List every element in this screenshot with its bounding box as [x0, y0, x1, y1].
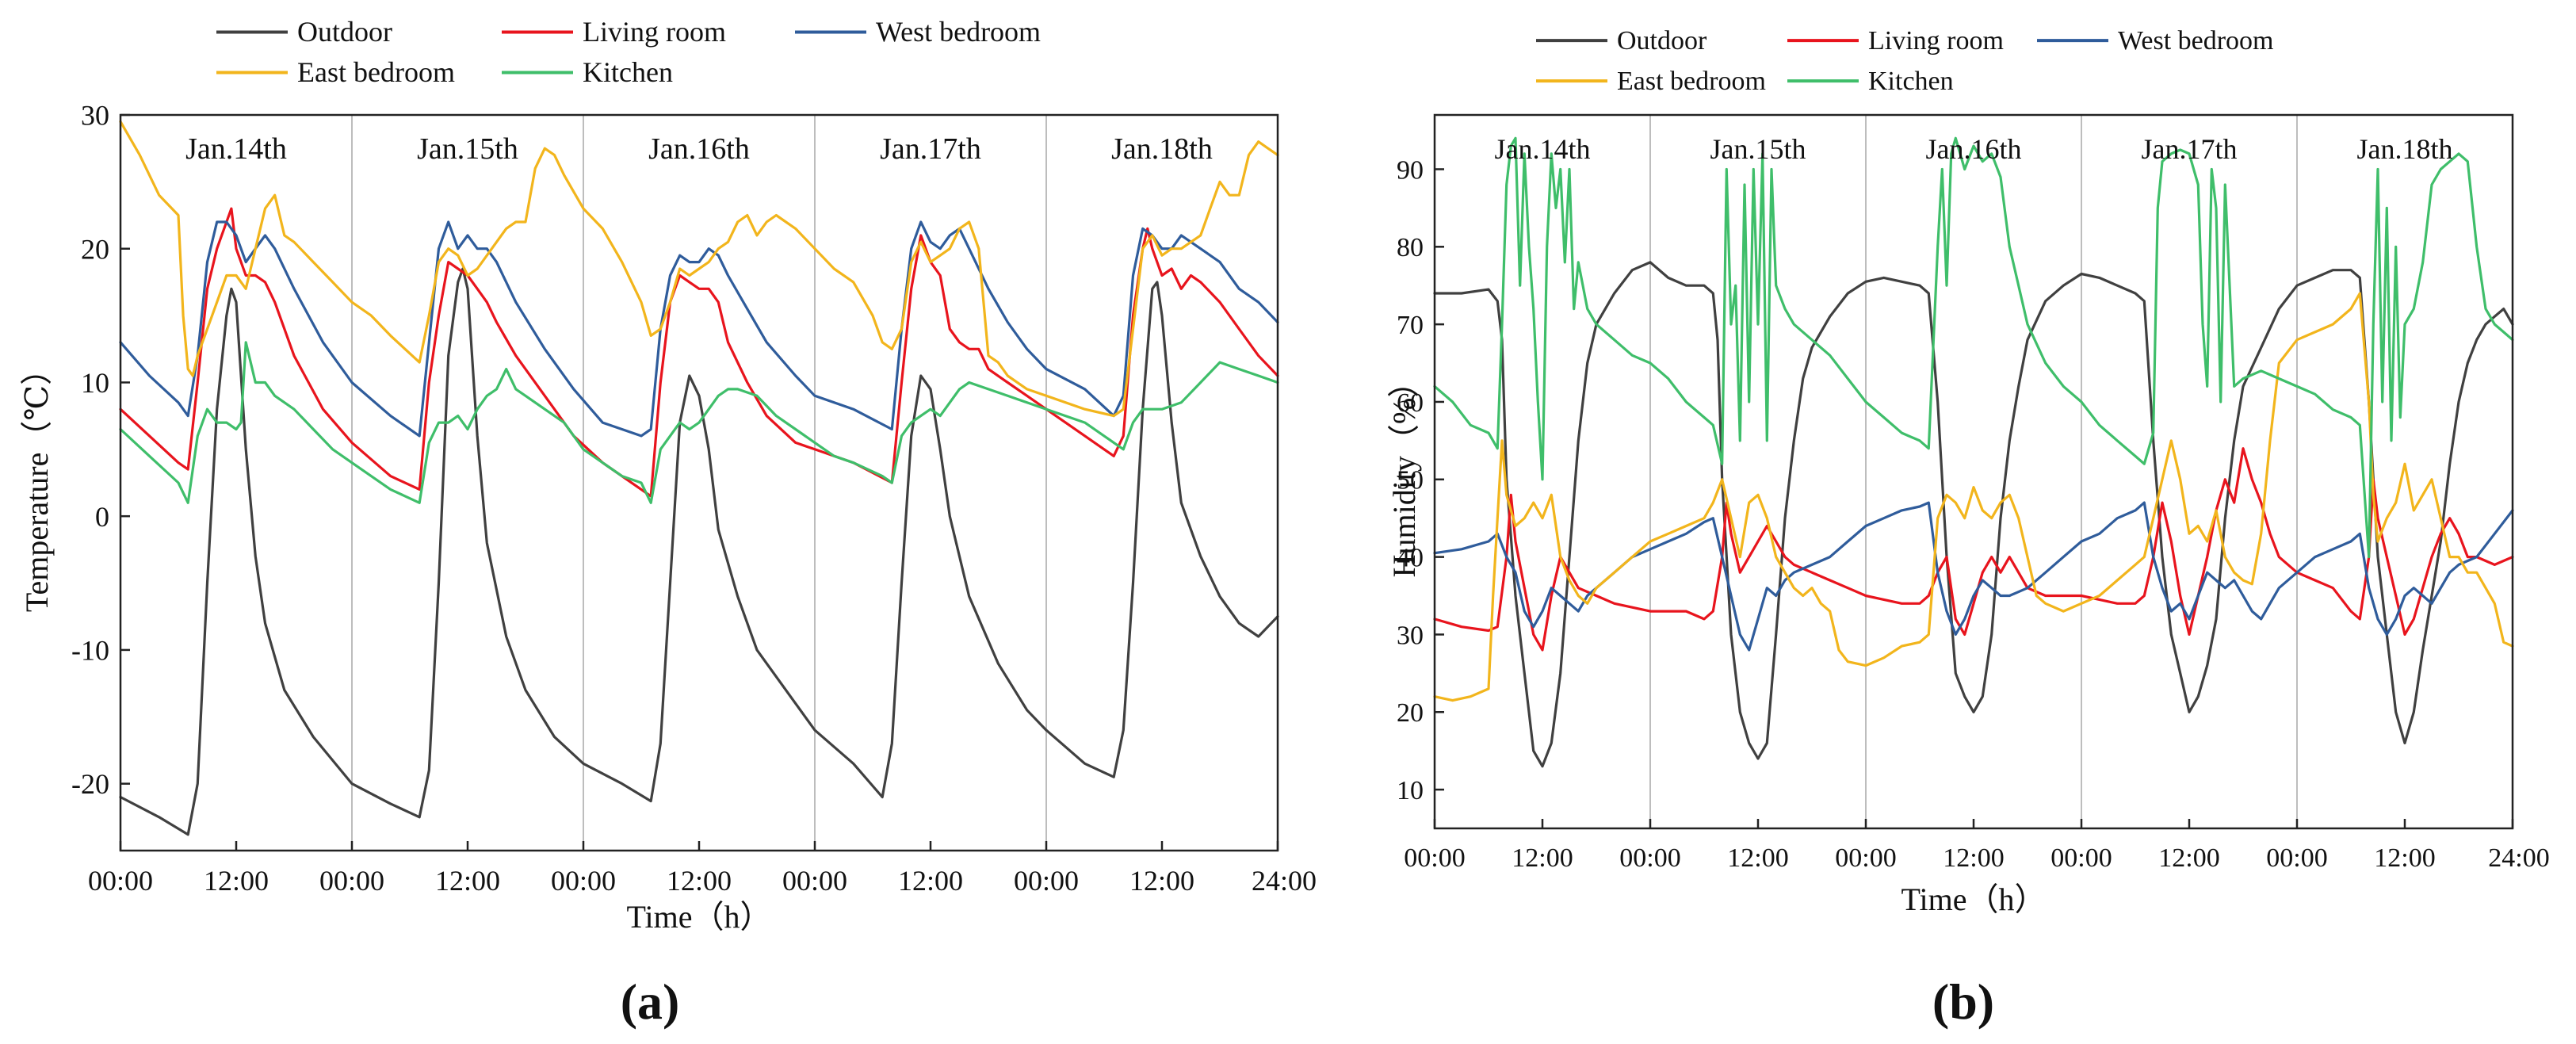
y-axis-label: Temperature（℃）: [19, 354, 55, 612]
day-label: Jan.16th: [1926, 133, 2022, 165]
y-tick-label: 30: [1397, 621, 1424, 650]
series-group: [1433, 136, 2514, 768]
x-tick-label: 12:00: [435, 865, 500, 897]
series-line-west-bedroom: [1433, 501, 2514, 652]
legend-label: East bedroom: [297, 56, 455, 88]
day-label: Jan.15th: [1710, 133, 1806, 165]
y-tick-label: 20: [1397, 698, 1424, 728]
legend-item-kitchen: Kitchen: [1787, 67, 1954, 96]
x-tick-label: 00:00: [1835, 843, 1896, 873]
legend-label: Kitchen: [1868, 67, 1954, 96]
plot-frame: [119, 113, 1279, 852]
y-tick-label: -10: [71, 635, 109, 667]
x-tick-label: 12:00: [1727, 843, 1788, 873]
panel-label: (a): [621, 973, 680, 1030]
y-axis-label: Humidity（%）: [1386, 366, 1422, 578]
legend-label: Outdoor: [1617, 26, 1707, 55]
x-tick-label: 12:00: [2374, 843, 2435, 873]
series-line-outdoor: [119, 267, 1279, 836]
x-tick-label: 12:00: [1943, 843, 2004, 873]
day-label: Jan.14th: [1495, 133, 1591, 165]
x-tick-label: 12:00: [898, 865, 963, 897]
series-line-east-bedroom: [1433, 292, 2514, 702]
legend: Outdoor Living room West bedroom East bedro…: [216, 16, 1041, 88]
x-tick-label: 12:00: [667, 865, 732, 897]
legend-label: East bedroom: [1617, 67, 1766, 96]
y-tick-label: 30: [81, 100, 109, 132]
y-tick-label: -20: [71, 768, 109, 800]
chart-panel-b: Jan.14th Jan.15th Jan.16th Jan.17th Jan.18th…: [1386, 26, 2550, 1030]
x-tick-label: 00:00: [2266, 843, 2327, 873]
day-label: Jan.18th: [2357, 133, 2453, 165]
legend-item-outdoor: Outdoor: [1536, 26, 1707, 55]
x-tick-label: 00:00: [2050, 843, 2112, 873]
day-label: Jan.17th: [2142, 133, 2238, 165]
plot-frame: [1433, 113, 2514, 830]
legend-label: Kitchen: [583, 56, 673, 88]
x-tick-label: 12:00: [1512, 843, 1573, 873]
x-tick-label: 00:00: [1619, 843, 1680, 873]
series-line-living-room: [119, 207, 1279, 498]
legend-item-living-room: Living room: [1787, 26, 2004, 55]
day-label: Jan.14th: [185, 132, 287, 166]
day-label: Jan.16th: [648, 132, 750, 166]
y-tick-label: 20: [81, 233, 109, 265]
day-label: Jan.17th: [880, 132, 981, 166]
legend-item-living-room: Living room: [502, 16, 726, 48]
panel-label: (b): [1932, 973, 1994, 1030]
chart-panel-a: Jan.14th Jan.15th Jan.16th Jan.17th Jan.18th…: [19, 16, 1317, 1030]
y-tick-label: 70: [1397, 311, 1424, 340]
y-tick-label: 10: [81, 367, 109, 399]
legend-item-west-bedroom: West bedroom: [795, 16, 1041, 48]
x-tick-label: 00:00: [551, 865, 616, 897]
x-tick-label: 00:00: [88, 865, 153, 897]
series-line-kitchen: [1433, 136, 2514, 559]
legend-item-kitchen: Kitchen: [502, 56, 673, 88]
series-line-outdoor: [1433, 261, 2514, 768]
x-tick-label: 24:00: [2488, 843, 2549, 873]
y-tick-label: 90: [1397, 155, 1424, 185]
day-label: Jan.18th: [1111, 132, 1213, 166]
y-tick-label: 50: [1397, 466, 1424, 495]
x-axis-label: Time（h）: [1901, 881, 2046, 917]
day-label: Jan.15th: [417, 132, 518, 166]
x-tick-label: 00:00: [319, 865, 384, 897]
legend-item-east-bedroom: East bedroom: [216, 56, 455, 88]
legend-item-east-bedroom: East bedroom: [1536, 67, 1766, 96]
x-tick-label: 24:00: [1252, 865, 1317, 897]
legend-label: Outdoor: [297, 16, 392, 48]
series-line-west-bedroom: [119, 220, 1279, 438]
legend-label: Living room: [583, 16, 726, 48]
legend-label: West bedroom: [2118, 26, 2274, 55]
series-line-living-room: [1433, 447, 2514, 652]
y-tick-label: 60: [1397, 388, 1424, 418]
x-tick-label: 12:00: [1129, 865, 1194, 897]
legend-item-west-bedroom: West bedroom: [2037, 26, 2274, 55]
x-tick-label: 12:00: [2158, 843, 2219, 873]
x-axis-label: Time（h）: [626, 899, 771, 935]
y-tick-label: 10: [1397, 776, 1424, 805]
y-tick-label: 80: [1397, 233, 1424, 262]
legend-label: West bedroom: [876, 16, 1041, 48]
series-line-east-bedroom: [119, 120, 1279, 418]
x-tick-label: 00:00: [782, 865, 847, 897]
y-tick-label: 40: [1397, 544, 1424, 573]
y-tick-label: 0: [95, 501, 109, 533]
legend-label: Living room: [1868, 26, 2004, 55]
x-tick-label: 00:00: [1404, 843, 1465, 873]
series-group: [119, 120, 1279, 836]
x-tick-label: 12:00: [204, 865, 269, 897]
series-line-kitchen: [119, 341, 1279, 504]
legend: Outdoor Living room West bedroom East bedro…: [1536, 26, 2274, 96]
x-tick-label: 00:00: [1014, 865, 1079, 897]
legend-item-outdoor: Outdoor: [216, 16, 392, 48]
